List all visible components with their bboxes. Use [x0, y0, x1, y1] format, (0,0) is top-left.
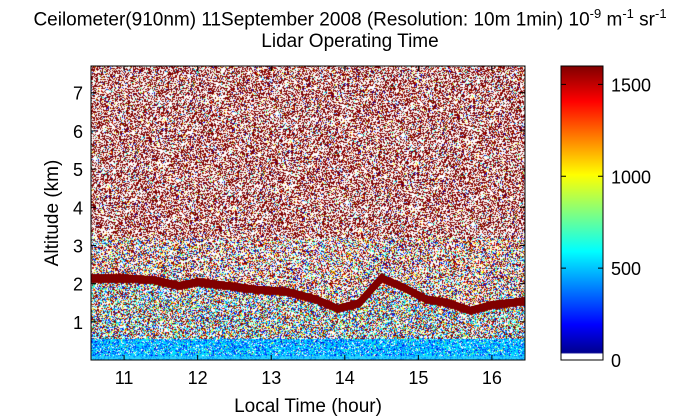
x-tick-label: 13: [261, 368, 281, 388]
y-tick-label: 5: [73, 160, 83, 180]
x-tick-label: 11: [115, 368, 134, 388]
chart-title: Ceilometer(910nm) 11September 2008 (Reso…: [0, 6, 700, 31]
x-axis: 11 12 13 14 15 16: [115, 66, 502, 388]
x-axis-label: Local Time (hour): [234, 396, 382, 417]
heatmap-image: [91, 66, 525, 360]
title-unit-m: m: [601, 9, 623, 31]
y-axis-label: Altitude (km): [42, 160, 63, 267]
colorbar-tick-label: 0: [611, 351, 621, 371]
title-sup-2: -1: [622, 6, 634, 21]
chart-subtitle: Lidar Operating Time: [261, 31, 439, 52]
title-unit-sr: sr: [633, 9, 655, 31]
colorbar-tick-label: 1500: [611, 75, 651, 95]
colorbar-axis: 0 500 1000 1500: [561, 75, 651, 371]
x-tick-label: 14: [335, 368, 355, 388]
colorbar: [560, 65, 604, 361]
plot-area: [91, 66, 526, 360]
x-tick-label: 12: [188, 368, 208, 388]
y-tick-label: 1: [73, 313, 83, 333]
y-tick-label: 4: [73, 198, 83, 218]
title-sup-3: -1: [655, 6, 667, 21]
x-tick-label: 16: [482, 368, 502, 388]
cloud-layer: [91, 273, 526, 315]
y-axis: 1 2 3 4 5 6 7: [73, 84, 525, 333]
x-tick-label: 15: [408, 368, 428, 388]
y-tick-label: 3: [73, 236, 83, 256]
plot-border: [90, 65, 526, 361]
title-sup-1: -9: [589, 6, 602, 21]
y-tick-label: 7: [73, 84, 83, 104]
y-tick-label: 2: [73, 275, 83, 295]
colorbar-tick-label: 500: [611, 259, 641, 279]
y-tick-label: 6: [73, 122, 83, 142]
title-main: Ceilometer(910nm) 11September 2008 (Reso…: [33, 9, 590, 31]
colorbar-tick-label: 1000: [611, 167, 651, 187]
